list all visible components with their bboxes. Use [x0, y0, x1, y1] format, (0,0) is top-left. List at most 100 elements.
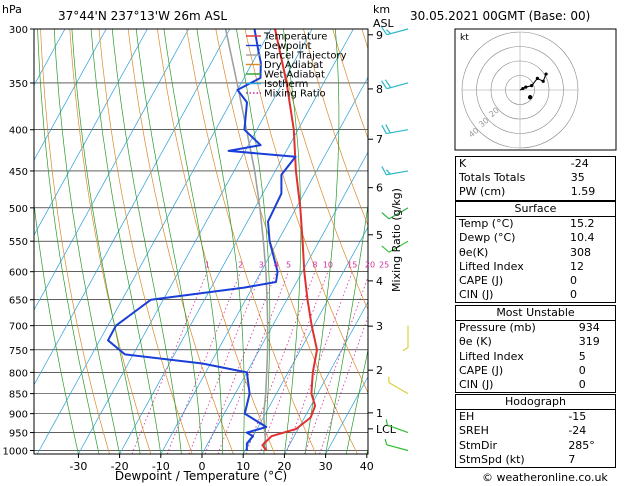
index-value: 35: [567, 171, 616, 186]
mixing-ratio-line-1: [131, 271, 208, 454]
pressure-tick-label: 400: [9, 126, 28, 137]
hodograph-stat-key: SREH: [455, 424, 566, 439]
profiles: [107, 29, 318, 452]
km-tick-label: 4: [376, 275, 383, 288]
wet-adiabat--30: [34, 201, 79, 454]
wet-adiabat--10: [90, 29, 162, 454]
temp-tick-label: 30: [319, 460, 333, 473]
wet-adiabat--20: [53, 29, 120, 454]
hodograph-point: [524, 85, 528, 89]
index-key: K: [454, 156, 568, 172]
isotherm--10: [160, 76, 368, 454]
most-unstable-row: Pressure (mb) 934: [454, 320, 616, 336]
pressure-tick-label: 550: [9, 237, 28, 248]
temp-tick-label: -20: [111, 460, 129, 473]
isotherm--80: [34, 29, 107, 161]
surface-key: θe(K): [454, 245, 567, 260]
mixing-ratio-label: 3: [259, 261, 264, 270]
surface-row: Lifted Index 12: [454, 259, 616, 274]
isotherm--50: [34, 29, 231, 386]
hodograph-stat-key: StmDir: [455, 438, 566, 453]
wet-adiabat--25: [37, 29, 100, 454]
storm-motion-marker: [527, 95, 533, 100]
km-tick-label: 3: [376, 320, 383, 333]
copyright: © weatheronline.co.uk: [482, 471, 608, 484]
km-tick-label: 2: [376, 364, 383, 377]
dry-adiabat-250: [40, 29, 110, 454]
pressure-tick-label: 300: [9, 25, 28, 36]
mixing-ratio-label: 10: [323, 261, 333, 270]
wet-adiabat-10: [196, 29, 245, 454]
hpa-unit-label: hPa: [2, 3, 22, 16]
hodograph-stat-row: StmSpd (kt) 7: [455, 452, 617, 468]
index-row: Totals Totals 35: [454, 171, 616, 186]
wind-barb: [385, 419, 409, 434]
wind-barb: [381, 166, 409, 176]
mixing-ratio-label: 20: [365, 261, 375, 270]
surface-value: 0: [566, 288, 616, 303]
most-unstable-row: CIN (J) 0: [454, 377, 616, 393]
hodograph-point: [535, 76, 540, 80]
most-unstable-value: 934: [575, 320, 616, 336]
km-tick-label: 1: [376, 407, 383, 420]
background-lines: [34, 29, 629, 454]
surface-value: 308: [566, 245, 616, 260]
temperature-line: [261, 29, 318, 452]
most-unstable-key: CAPE (J): [454, 363, 576, 378]
most-unstable-key: Lifted Index: [454, 349, 576, 364]
mixing-ratio-label: 4: [274, 261, 279, 270]
datetime-title: 30.05.2021 00GMT (Base: 00): [410, 9, 590, 23]
hodograph-unit-label: kt: [460, 33, 469, 43]
surface-value: 15.2: [566, 216, 616, 232]
km-tick-label: LCL: [376, 423, 397, 436]
surface-row: Dewp (°C) 10.4: [454, 231, 616, 246]
mixing-ratio-line-20: [304, 276, 368, 454]
hodograph-stat-title: Hodograph: [455, 394, 616, 411]
hodograph-stat-value: 285°: [565, 438, 617, 453]
most-unstable-key: θe (K): [454, 335, 576, 350]
most-unstable-box: Most Unstable Pressure (mb) 934 θe (K) 319 Li…: [454, 305, 616, 394]
pressure-tick-label: 600: [9, 268, 28, 279]
surface-box: Surface Temp (°C) 15.2 Dewp (°C) 10.4 θe(K) 30…: [454, 201, 616, 304]
dry-adiabat-290: [157, 29, 276, 454]
isotherm-0: [201, 151, 368, 454]
mixing-ratio-label: 15: [347, 261, 357, 270]
temp-tick-label: -30: [69, 460, 87, 473]
pressure-tick-label: 900: [9, 410, 28, 421]
wind-barb: [402, 325, 409, 352]
wet-adiabat-25: [304, 29, 340, 454]
mixing-ratio-line-15: [285, 271, 353, 454]
mixing-ratio-line-25: [319, 315, 368, 454]
wet-adiabat-5: [163, 29, 223, 454]
mixing-ratio-line-10: [259, 271, 329, 454]
index-value: 1.59: [567, 185, 616, 201]
index-row: K -24: [454, 156, 616, 172]
hodograph-point: [544, 72, 548, 76]
surface-value: 12: [566, 259, 616, 274]
isotherm--40: [36, 29, 272, 454]
hodograph-table-box: Hodograph EH -15 SREH -24 StmDir 285° StmSpd (k…: [455, 394, 617, 468]
pressure-tick-label: 450: [9, 167, 28, 178]
index-row: PW (cm) 1.59: [454, 185, 616, 201]
dry-adiabat-280: [127, 29, 234, 454]
wind-barb: [381, 26, 409, 36]
dry-adiabat-450: [625, 29, 629, 454]
most-unstable-value: 0: [575, 363, 616, 378]
wind-barbs: [381, 26, 409, 452]
wind-barb: [381, 79, 409, 90]
mixing-ratio-label: 25: [379, 261, 389, 270]
hodograph-stat-row: EH -15: [455, 409, 617, 425]
hodograph-point: [530, 84, 534, 88]
index-value: -24: [567, 156, 616, 172]
surface-key: CIN (J): [454, 288, 567, 303]
mixing-ratio-line-3: [188, 271, 262, 454]
km-unit-label: km: [373, 3, 390, 16]
mixing-ratio-labels: 1 2 3 4 5 8 10 15 20 25: [205, 261, 389, 270]
isotherm--60: [34, 29, 189, 311]
dry-adiabat-260: [69, 29, 152, 454]
km-tick-label: 9: [376, 29, 383, 42]
hodograph-stat-value: 7: [565, 452, 617, 468]
surface-value: 0: [566, 273, 616, 289]
